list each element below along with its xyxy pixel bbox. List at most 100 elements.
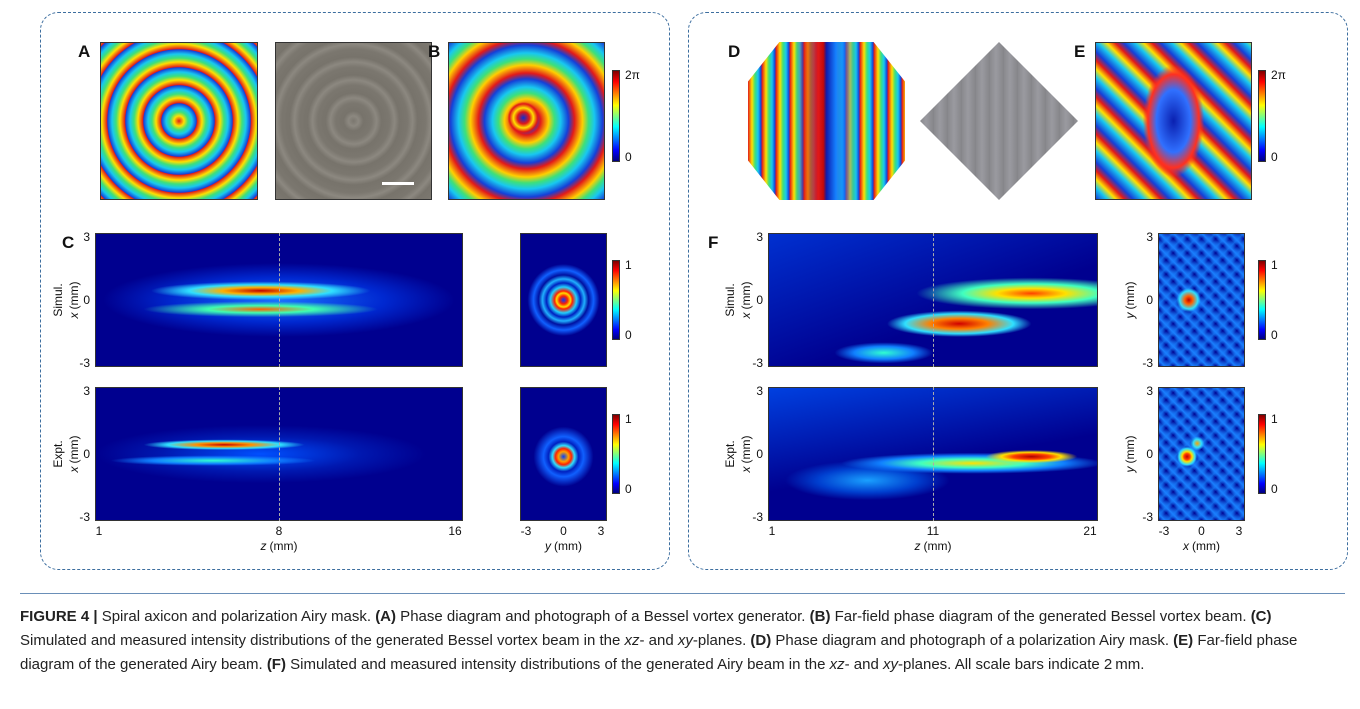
y-tick-label: -3: [752, 510, 763, 524]
y-tick-label: 3: [83, 384, 90, 398]
panel-label: B: [428, 42, 441, 61]
xy-y-tick-label: 3: [1146, 384, 1153, 398]
z-marker-line: [279, 233, 280, 367]
colorbar-min-label: 0: [625, 328, 632, 342]
panel-label: A: [78, 42, 91, 61]
spiral-phase-image: [100, 42, 258, 200]
y-tick-label: -3: [752, 356, 763, 370]
x-axis-label: z (mm): [915, 539, 952, 553]
caption-segment: Phase diagram and photograph of a polari…: [771, 632, 1174, 649]
y-tick-label: 0: [83, 293, 90, 307]
z-marker-line: [933, 387, 934, 521]
axis-variable: y: [545, 539, 552, 553]
caption-segment: (E): [1173, 632, 1194, 649]
scale-bar: [1030, 180, 1060, 183]
caption-segment: (F): [266, 656, 286, 673]
panel-label: E: [1074, 42, 1086, 61]
colorbar-max-label: 1: [1271, 412, 1278, 426]
bessel-simulated-xy: [520, 233, 607, 367]
colorbar: [1258, 414, 1266, 494]
xy-x-tick-label: 0: [560, 524, 567, 538]
panel-box-right: [688, 12, 1348, 570]
z-marker-line: [933, 233, 934, 367]
caption-segment: xz: [829, 656, 845, 673]
x-tick-label: 1: [95, 524, 103, 538]
airy-measured-xy: [1158, 387, 1245, 521]
axis-unit: (mm): [1192, 539, 1220, 553]
xy-y-tick-label: 0: [1146, 447, 1153, 461]
colorbar: [612, 260, 620, 340]
y-axis-label: x (mm): [739, 436, 753, 473]
row-label: Expt.: [51, 440, 65, 468]
y-tick-label: -3: [79, 356, 90, 370]
panel-label: D: [728, 42, 741, 61]
airy-simulated-xy: [1158, 233, 1245, 367]
caption-segment: (A): [375, 608, 397, 625]
y-axis-label: x (mm): [67, 282, 81, 319]
far-field-phase-image: [448, 42, 605, 200]
x-tick-label: 16: [448, 524, 462, 538]
axis-variable: z: [914, 539, 921, 553]
colorbar: [612, 70, 620, 162]
z-marker-line: [279, 387, 280, 521]
colorbar-min-label: 0: [625, 150, 632, 164]
caption-segment: (D): [750, 632, 772, 649]
panel-label: C: [62, 233, 75, 252]
xy-x-tick-label: 3: [1235, 524, 1243, 538]
colorbar: [612, 414, 620, 494]
axis-variable: x: [739, 466, 753, 473]
scale-bar: [382, 182, 414, 185]
axis-variable: x: [1183, 539, 1190, 553]
colorbar-max-label: 1: [625, 258, 632, 272]
colorbar-max-label: 2π: [1271, 68, 1286, 82]
colorbar-min-label: 0: [625, 482, 632, 496]
axis-unit: (mm): [739, 435, 753, 464]
y-tick-label: -3: [79, 510, 90, 524]
caption-segment: - and: [639, 632, 678, 649]
y-tick-label: 3: [756, 230, 763, 244]
axis-variable: y: [1123, 312, 1137, 319]
axis-unit: (mm): [1123, 281, 1137, 310]
axis-variable: x: [67, 312, 81, 319]
xy-y-axis-label: y (mm): [1123, 282, 1137, 319]
row-label: Simul.: [51, 283, 65, 317]
y-tick-label: 0: [756, 447, 763, 461]
y-axis-label: x (mm): [67, 436, 81, 473]
caption-segment: (C): [1250, 608, 1272, 625]
y-axis-label: x (mm): [739, 282, 753, 319]
xy-y-tick-label: 0: [1146, 293, 1153, 307]
airy-phase-image: [748, 42, 905, 200]
caption-segment: Far-field phase diagram of the generated…: [830, 608, 1251, 625]
caption-segment: xy: [882, 656, 898, 673]
caption-segment: xy: [677, 632, 693, 649]
caption-rule: [20, 593, 1345, 594]
caption-segment: Spiral axicon and polarization Airy mask…: [97, 608, 376, 625]
y-tick-label: 0: [756, 293, 763, 307]
spiral-photo: [275, 42, 432, 200]
caption-segment: - and: [844, 656, 883, 673]
y-tick-label: 3: [83, 230, 90, 244]
x-tick-label: 8: [275, 524, 283, 538]
axis-unit: (mm): [739, 281, 753, 310]
colorbar: [1258, 260, 1266, 340]
figure-caption: FIGURE 4 | Spiral axicon and polarizatio…: [20, 605, 1342, 677]
x-tick-label: 11: [926, 524, 940, 538]
axis-unit: (mm): [554, 539, 582, 553]
xy-y-tick-label: -3: [1142, 510, 1153, 524]
axis-variable: z: [260, 539, 267, 553]
axis-unit: (mm): [67, 435, 81, 464]
airy-far-field-phase-image: [1095, 42, 1252, 200]
row-label: Simul.: [723, 283, 737, 317]
xy-x-tick-label: -3: [520, 524, 532, 538]
caption-segment: Simulated and measured intensity distrib…: [285, 656, 830, 673]
panel-box-left: [40, 12, 670, 570]
xy-y-tick-label: 3: [1146, 230, 1153, 244]
caption-segment: Simulated and measured intensity distrib…: [20, 608, 1276, 649]
colorbar: [1258, 70, 1266, 162]
x-tick-label: 1: [768, 524, 776, 538]
xy-y-tick-label: -3: [1142, 356, 1153, 370]
caption-segment: Phase diagram and photograph of a Bessel…: [396, 608, 810, 625]
caption-segment: -planes.: [692, 632, 751, 649]
axis-variable: x: [67, 466, 81, 473]
xy-x-tick-label: -3: [1158, 524, 1170, 538]
